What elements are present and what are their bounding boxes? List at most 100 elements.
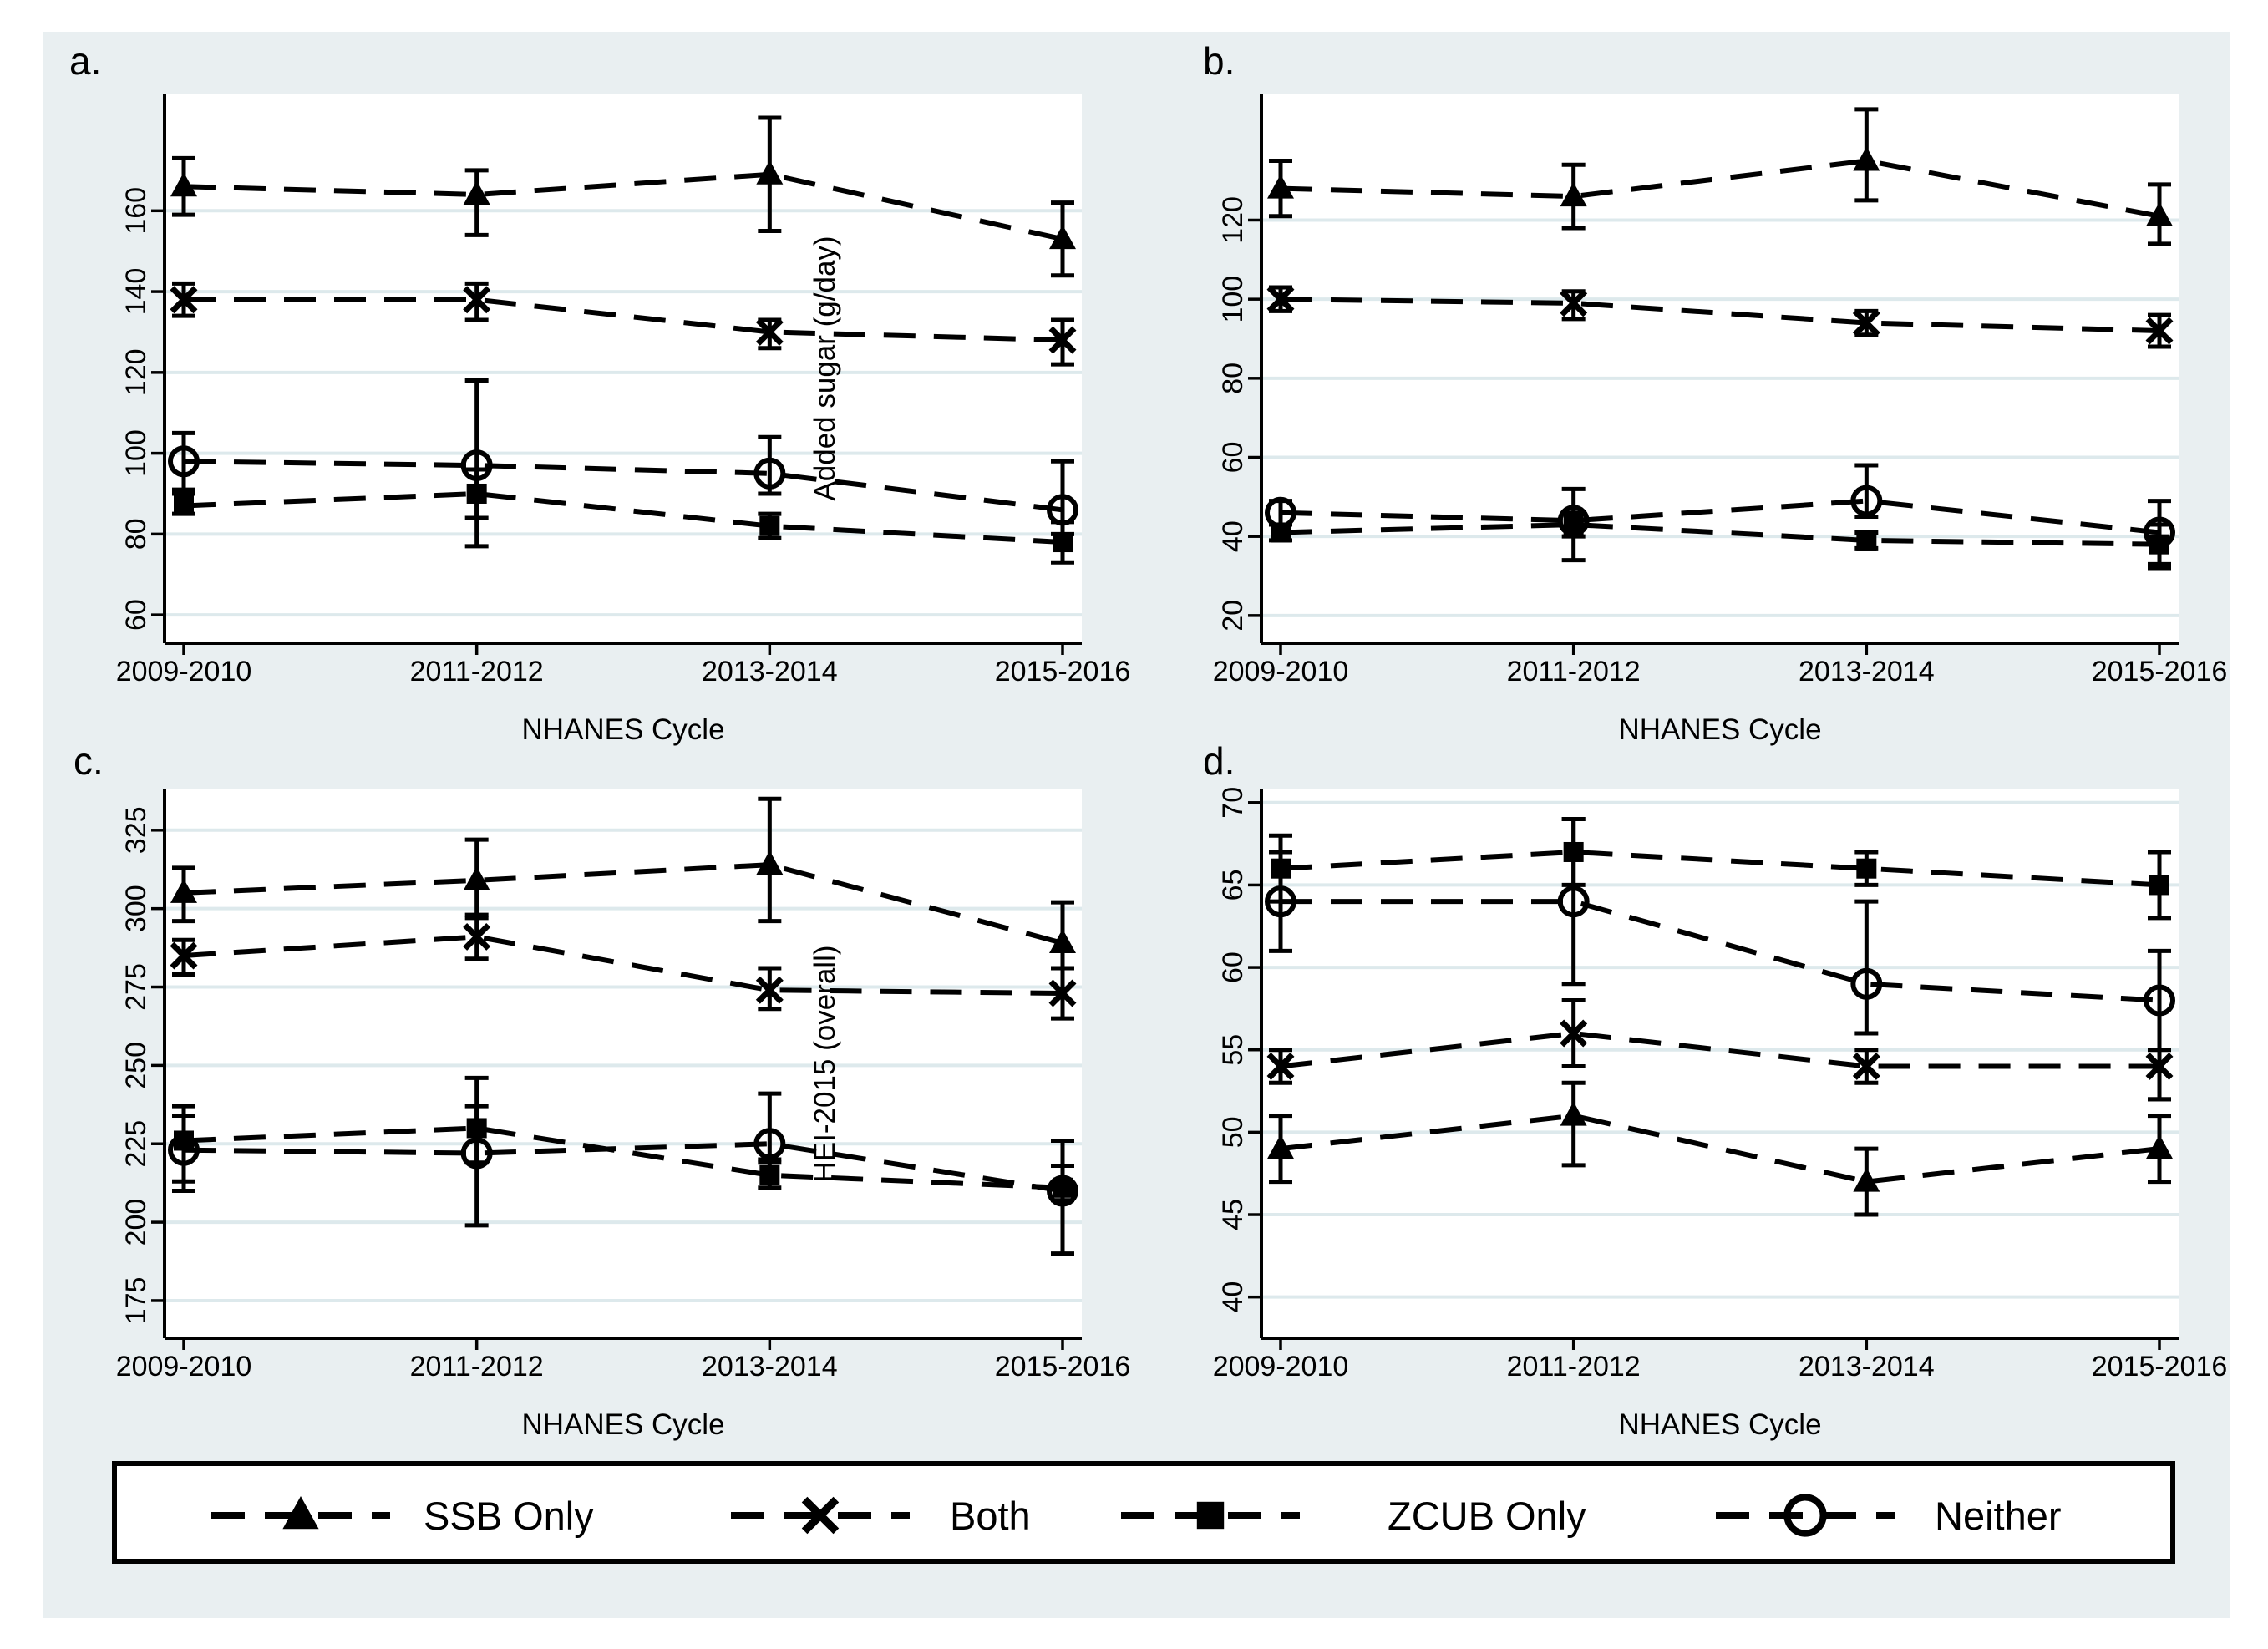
square-marker: [174, 495, 194, 516]
x-tick-label: 2009-2010: [1213, 1351, 1349, 1383]
x-marker: [1852, 1052, 1880, 1080]
series-circle: [168, 378, 1078, 549]
triangle-marker: [1049, 928, 1076, 953]
circle-marker: [1850, 485, 1883, 517]
triangle-marker: [1853, 1167, 1880, 1192]
x-marker: [1048, 979, 1077, 1007]
circle-marker: [460, 449, 493, 482]
y-tick-label: 70: [1217, 787, 1249, 819]
triangle-marker: [756, 850, 784, 875]
square-marker: [1856, 530, 1877, 551]
y-tick-label: 300: [120, 885, 152, 932]
triangle-marker: [463, 865, 490, 890]
legend-marker-circle-icon: [1716, 1494, 1895, 1537]
x-marker: [755, 317, 784, 346]
x-axis-title: NHANES Cycle: [1618, 1408, 1821, 1441]
x-marker: [1560, 1019, 1588, 1048]
y-tick-label: 100: [1217, 276, 1249, 323]
legend-marker-x-icon: [731, 1496, 910, 1535]
x-tick-label: 2015-2016: [995, 656, 1131, 688]
x-marker: [1560, 289, 1588, 317]
series-x: [170, 281, 1077, 367]
panel-c: 175 200 225 250 275 300 325 2009-2010 2011-2012 2…: [116, 789, 1131, 1441]
y-tick-label: 55: [1217, 1034, 1249, 1066]
y-tick-label: 20: [1217, 600, 1249, 632]
triangle-marker: [1267, 1134, 1294, 1159]
x-marker: [1266, 285, 1295, 313]
y-tick-label: 40: [1217, 1281, 1249, 1313]
circle-marker: [460, 1137, 493, 1170]
series-triangle: [170, 796, 1076, 971]
x-marker: [463, 922, 491, 951]
triangle-marker: [1560, 1101, 1587, 1126]
y-tick-label: 175: [120, 1277, 152, 1325]
x-tick-label: 2015-2016: [2092, 1351, 2228, 1383]
triangle-marker: [1853, 146, 1880, 171]
x-marker: [2145, 317, 2174, 345]
triangle-marker: [1049, 225, 1076, 250]
circle-marker: [2144, 984, 2175, 1017]
y-tick-label: 225: [120, 1120, 152, 1168]
x-marker: [463, 286, 491, 314]
x-tick-label: 2013-2014: [702, 1351, 838, 1383]
square-marker: [759, 1164, 780, 1185]
x-axis-title: NHANES Cycle: [1618, 713, 1821, 746]
square-marker: [2149, 875, 2169, 896]
x-marker: [1266, 1052, 1295, 1080]
y-tick-label: 160: [120, 187, 152, 235]
circle-marker: [1557, 885, 1590, 918]
series-line: [1280, 521, 2160, 547]
circle-marker: [1047, 494, 1078, 526]
circle-marker: [1047, 1175, 1078, 1207]
circle-marker: [168, 445, 200, 478]
x-tick-label: 2013-2014: [702, 656, 838, 688]
x-marker: [170, 286, 198, 314]
triangle-marker: [170, 172, 197, 197]
x-tick-label: 2009-2010: [116, 1351, 252, 1383]
x-marker: [1852, 309, 1880, 337]
triangle-marker: [756, 160, 784, 185]
plot-area: [1261, 94, 2179, 643]
x-marker: [755, 976, 784, 1004]
triangle-marker: [282, 1496, 319, 1530]
x-axis-title: NHANES Cycle: [521, 713, 724, 746]
y-tick-label: 60: [120, 599, 152, 631]
x-tick-label: 2013-2014: [1799, 656, 1935, 688]
y-tick-label: 45: [1217, 1199, 1249, 1230]
y-tick-label: 120: [1217, 196, 1249, 244]
x-axis-title: NHANES Cycle: [521, 1408, 724, 1441]
circle-marker: [753, 457, 786, 490]
panel-a: 60 80 100 120 140 160 2009-2010 2011-2012 2013-2…: [116, 94, 1131, 746]
circle-marker: [168, 1134, 200, 1166]
legend-label-both: Both: [950, 1494, 1031, 1538]
series-line: [1280, 297, 2160, 334]
panel-c-letter: c.: [74, 739, 104, 783]
y-tick-label: 65: [1217, 870, 1249, 901]
triangle-marker: [1560, 182, 1587, 207]
legend-marker-triangle-icon: [211, 1496, 390, 1530]
triangle-marker: [2146, 201, 2173, 226]
y-tick-label: 50: [1217, 1116, 1249, 1148]
x-marker: [170, 941, 198, 970]
x-tick-label: 2011-2012: [410, 656, 544, 688]
panel-a-letter: a.: [69, 39, 102, 83]
series-triangle: [1267, 107, 2173, 246]
legend-label-ssb-only: SSB Only: [424, 1494, 594, 1538]
square-marker: [1196, 1501, 1225, 1530]
legend-marker-square-icon: [1121, 1501, 1300, 1530]
x-tick-label: 2015-2016: [995, 1351, 1131, 1383]
circle-marker: [753, 1128, 786, 1160]
y-tick-label: 100: [120, 429, 152, 477]
circle-marker: [1850, 967, 1883, 1000]
series-circle: [1265, 463, 2175, 571]
circle-marker: [1265, 496, 1296, 529]
y-tick-label: 250: [120, 1042, 152, 1089]
inner-y-title: HEI-2015 (overall): [809, 946, 841, 1183]
triangle-marker: [2146, 1134, 2173, 1159]
series-triangle: [1267, 1080, 2173, 1217]
triangle-marker: [1267, 174, 1294, 199]
x-tick-label: 2009-2010: [1213, 656, 1349, 688]
series-circle: [1265, 817, 2175, 1102]
x-tick-label: 2009-2010: [116, 656, 252, 688]
